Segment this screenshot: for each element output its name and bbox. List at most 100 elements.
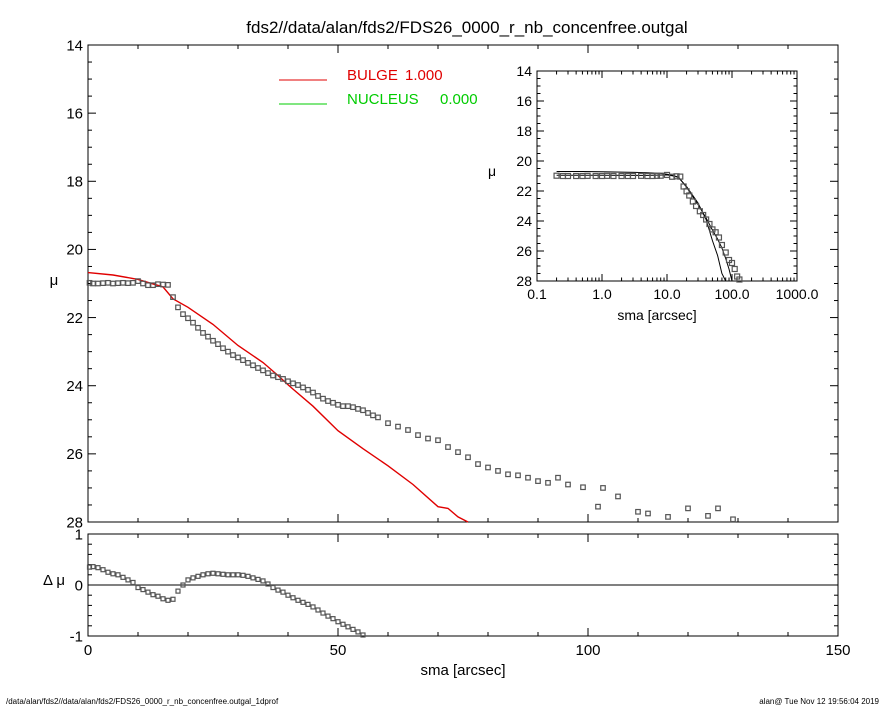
- residual-x-tick-label: 150: [825, 642, 850, 659]
- inset-y-tick-label: 14: [516, 63, 532, 79]
- legend-bulge-label: BULGE: [347, 67, 398, 84]
- inset-profile-point: [712, 229, 719, 236]
- residual-point: [140, 586, 146, 593]
- main-y-tick-label: 28: [66, 514, 83, 531]
- profile-point: [505, 471, 511, 478]
- profile-point: [245, 360, 251, 366]
- inset-profile-point: [559, 172, 566, 180]
- profile-point: [715, 505, 721, 512]
- main-panel: 14 16 18 20 22 24 26 28 μ: [50, 37, 839, 531]
- residual-y-axis-label: Δ μ: [43, 572, 65, 589]
- inset-profile-point: [669, 173, 676, 180]
- residual-x-axis: 0 50 100 150: [84, 534, 851, 659]
- legend-bulge-value: 1.000: [405, 67, 443, 84]
- observed-profile-points: [86, 278, 736, 523]
- profile-point: [215, 341, 221, 347]
- profile-point: [100, 280, 106, 287]
- profile-point: [595, 503, 601, 510]
- profile-point: [730, 516, 736, 523]
- inset-profile-point: [703, 216, 710, 223]
- profile-point: [95, 280, 101, 287]
- inset-profile-point: [728, 259, 736, 267]
- profile-point: [340, 403, 346, 410]
- residual-point: [195, 573, 201, 579]
- profile-point: [395, 423, 401, 430]
- profile-point: [115, 280, 121, 287]
- bulge-curve-segment: [87, 271, 469, 523]
- profile-point: [230, 352, 236, 358]
- chart-title: fds2//data/alan/fds2/FDS26_0000_r_nb_con…: [246, 18, 687, 37]
- residual-point: [330, 616, 336, 622]
- profile-point: [175, 304, 181, 311]
- profile-point: [110, 280, 116, 287]
- inset-profile-point: [649, 172, 656, 180]
- inset-y-tick-label: 28: [516, 273, 532, 289]
- profile-point: [330, 399, 336, 406]
- inset-x-axis: 0.1 1.0 10.0 100.0 1000.0: [527, 71, 819, 302]
- main-y-axis-label: μ: [50, 272, 59, 289]
- footer-file-path: /data/alan/fds2//data/alan/fds2/FDS26_00…: [6, 697, 279, 706]
- residual-point: [180, 582, 186, 588]
- profile-point: [355, 406, 361, 412]
- inset-x-axis-label: sma [arcsec]: [617, 307, 696, 323]
- residual-point: [160, 596, 166, 602]
- profile-point: [370, 412, 376, 419]
- inset-model-curves: [556, 171, 733, 282]
- residual-points: [86, 564, 366, 638]
- residual-point: [350, 626, 356, 632]
- inset-x-tick-label: 10.0: [653, 286, 680, 302]
- profile-point: [535, 478, 541, 484]
- profile-point: [385, 420, 391, 427]
- residual-point: [315, 607, 321, 613]
- inset-profile-point: [610, 172, 617, 180]
- inset-profile-point: [657, 172, 664, 179]
- residual-point: [240, 572, 246, 578]
- inset-profile-point: [638, 172, 645, 179]
- profile-point: [335, 401, 341, 408]
- profile-point: [360, 407, 366, 414]
- profile-point: [250, 362, 256, 369]
- residual-point: [205, 571, 211, 577]
- residual-point: [270, 584, 276, 591]
- inset-y-tick-label: 18: [516, 123, 532, 139]
- residual-point: [155, 593, 161, 599]
- main-y-tick-label: 26: [66, 446, 83, 463]
- profile-point: [210, 337, 216, 344]
- inset-profile-point: [604, 172, 611, 179]
- profile-point: [310, 389, 316, 396]
- profile-point: [205, 333, 211, 340]
- residual-point: [305, 601, 311, 607]
- residual-point: [355, 629, 361, 635]
- inset-profile-point: [731, 265, 738, 273]
- residual-y-tick-label: 1: [75, 526, 83, 543]
- inset-log-panel: 14 16 18 20 22 24 26 28 0.1 1.0 10.0 100.0 1000.0 μ…: [488, 63, 819, 323]
- inset-y-tick-label: 20: [516, 153, 532, 169]
- residual-point: [280, 589, 286, 595]
- footer-timestamp: alan@ Tue Nov 12 19:56:04 2019: [759, 697, 879, 706]
- inset-profile-point: [644, 172, 651, 180]
- x-axis-label: sma [arcsec]: [420, 662, 505, 679]
- profile-point: [365, 410, 371, 416]
- profile-point: [170, 294, 176, 300]
- legend-nucleus-value: 0.000: [440, 91, 478, 108]
- residual-point: [220, 571, 226, 577]
- residual-y-tick-label: -1: [70, 628, 83, 645]
- inset-profile-point: [736, 276, 743, 283]
- profile-point: [180, 311, 186, 318]
- inset-profile-point: [592, 172, 599, 180]
- profile-point: [255, 365, 261, 371]
- main-y-tick-label: 20: [66, 242, 83, 259]
- residual-point: [250, 575, 256, 581]
- inset-x-tick-label: 100.0: [714, 286, 749, 302]
- residual-y-tick-label: 0: [75, 577, 83, 594]
- inset-profile-point: [715, 234, 723, 241]
- inset-profile-point: [573, 172, 580, 180]
- profile-point: [465, 454, 471, 461]
- residual-point: [345, 624, 351, 630]
- residual-point: [325, 613, 331, 619]
- profile-point: [705, 513, 711, 519]
- profile-point: [425, 435, 431, 442]
- residual-point: [185, 577, 191, 583]
- residual-point: [200, 572, 206, 578]
- profile-point: [195, 324, 201, 331]
